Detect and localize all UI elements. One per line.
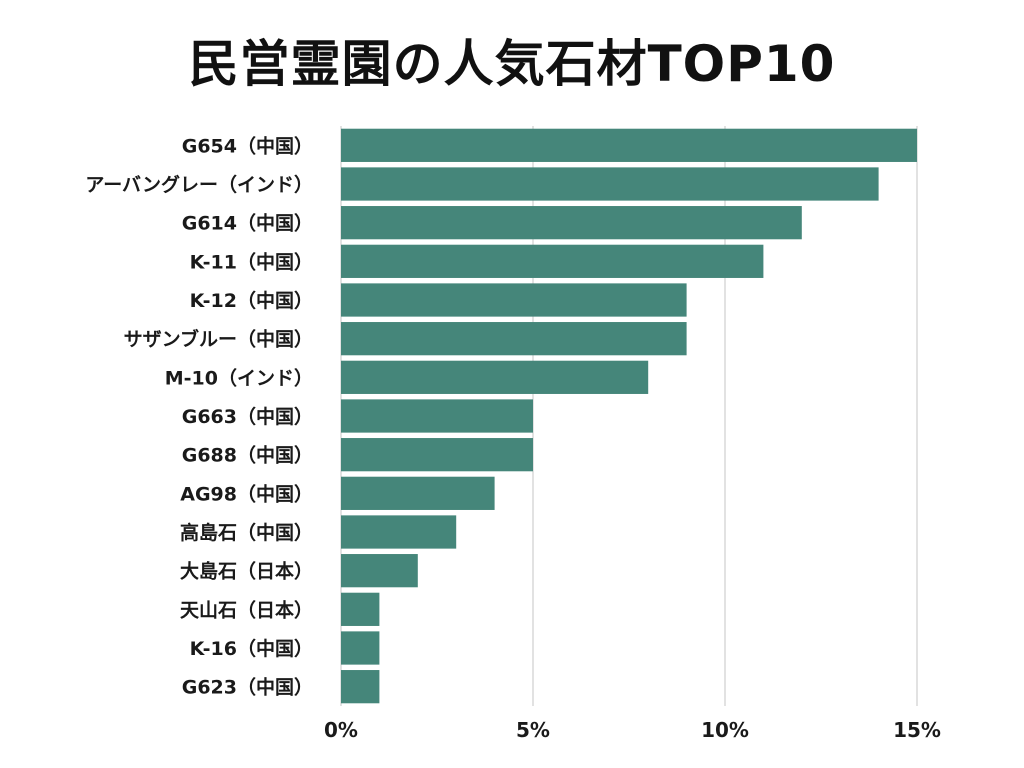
x-tick-label: 10%	[701, 718, 749, 742]
category-label: 高島石（中国）	[180, 521, 313, 544]
bars	[341, 128, 917, 704]
bar	[341, 476, 495, 510]
category-label: K-11（中国）	[190, 250, 313, 273]
bar	[341, 360, 649, 394]
category-label: アーバングレー（インド）	[85, 173, 313, 196]
category-label: 大島石（日本）	[180, 560, 313, 583]
x-tick-label: 5%	[516, 718, 550, 742]
category-label: 天山石（日本）	[180, 598, 313, 621]
category-label: K-16（中国）	[190, 637, 313, 660]
category-labels: G654（中国） アーバングレー（インド） G614（中国） K-11（中国） K-12…	[85, 134, 313, 698]
category-label: サザンブルー（中国）	[124, 328, 313, 351]
bar	[341, 167, 879, 201]
bar	[341, 670, 380, 704]
x-tick-label: 15%	[893, 718, 941, 742]
category-label: AG98（中国）	[180, 482, 313, 505]
bar	[341, 631, 380, 665]
bar	[341, 554, 418, 588]
category-label: G623（中国）	[182, 676, 313, 699]
bar	[341, 515, 457, 549]
bar	[341, 399, 533, 433]
bar	[341, 592, 380, 626]
category-label: M-10（インド）	[165, 366, 313, 389]
bar	[341, 322, 687, 356]
bar	[341, 438, 533, 472]
category-label: G663（中国）	[182, 405, 313, 428]
x-tick-label: 0%	[324, 718, 358, 742]
category-label: G614（中国）	[182, 212, 313, 235]
bar	[341, 283, 687, 317]
x-axis-ticks: 0% 5% 10% 15%	[324, 718, 941, 742]
category-label: G688（中国）	[182, 444, 313, 467]
category-label: G654（中国）	[182, 134, 313, 157]
bar	[341, 244, 764, 278]
chart-title: 民営霊園の人気石材TOP10	[188, 35, 836, 93]
bar	[341, 206, 802, 240]
bar	[341, 128, 917, 162]
category-label: K-12（中国）	[190, 289, 313, 312]
